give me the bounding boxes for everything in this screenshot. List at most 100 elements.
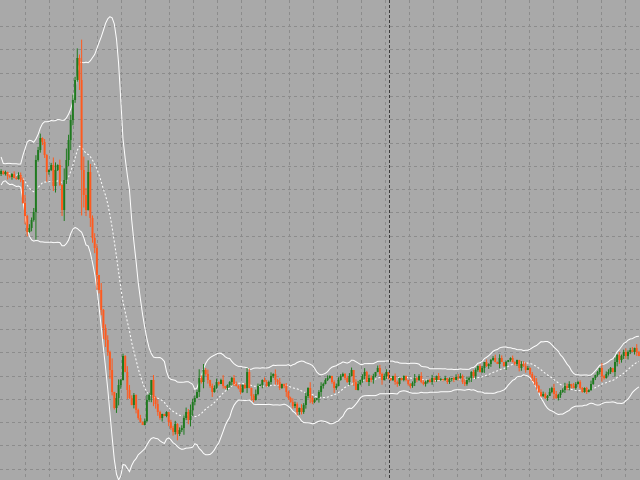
- candle-body: [15, 178, 18, 179]
- candle: [350, 367, 353, 377]
- candle: [34, 155, 37, 240]
- candle-body: [4, 172, 7, 174]
- candle-body: [587, 390, 590, 392]
- candle: [550, 386, 553, 394]
- candle: [156, 399, 159, 416]
- candle: [108, 350, 111, 379]
- candle-body: [119, 380, 122, 385]
- candle-body: [487, 364, 490, 366]
- candle: [485, 359, 488, 367]
- candle-body: [209, 380, 212, 386]
- candle-body: [220, 380, 222, 384]
- candle: [220, 378, 222, 385]
- candle-body: [574, 384, 577, 388]
- candle: [553, 383, 555, 399]
- candle-body: [590, 384, 592, 390]
- candle-body: [437, 376, 440, 380]
- candle: [428, 378, 431, 383]
- candle-body: [581, 388, 584, 392]
- candle-body: [485, 362, 488, 366]
- candle: [241, 384, 244, 393]
- candle-body: [248, 372, 251, 388]
- candle: [472, 369, 475, 379]
- candle-body: [76, 58, 79, 80]
- candle-body: [206, 374, 209, 380]
- candle: [239, 384, 242, 395]
- candle-body: [618, 355, 621, 360]
- candle-body: [178, 430, 181, 434]
- candle-body: [470, 372, 473, 378]
- candle: [95, 243, 98, 290]
- candle: [180, 425, 183, 433]
- candle-body: [113, 392, 116, 408]
- candle-body: [317, 392, 320, 398]
- candle-body: [559, 392, 562, 395]
- candle-body: [522, 364, 525, 366]
- candle-body: [89, 172, 92, 218]
- candle-body: [378, 368, 381, 374]
- candle: [446, 377, 449, 384]
- candle: [259, 383, 262, 387]
- candle: [592, 377, 595, 385]
- candle-body: [17, 175, 20, 179]
- candle: [135, 394, 138, 414]
- candle: [333, 380, 336, 393]
- candle-body: [516, 360, 518, 364]
- candle: [87, 160, 90, 211]
- candle-body: [459, 376, 462, 378]
- candle-body: [461, 376, 464, 382]
- candle: [226, 384, 229, 391]
- candle: [328, 375, 331, 379]
- candle: [359, 379, 362, 386]
- candle: [387, 371, 390, 380]
- candle-body: [331, 376, 333, 382]
- candle-body: [474, 370, 477, 376]
- candle: [468, 376, 471, 383]
- candle-body: [622, 352, 625, 356]
- candle: [561, 388, 564, 393]
- candle: [161, 413, 164, 422]
- candle: [102, 309, 105, 339]
- candle: [187, 409, 190, 425]
- candle: [137, 408, 140, 420]
- candle-body: [283, 384, 286, 386]
- candle-body: [196, 392, 198, 398]
- candle-body: [489, 360, 492, 364]
- candle-body: [104, 328, 107, 340]
- candle-body: [246, 372, 249, 388]
- candle: [611, 367, 614, 373]
- candle: [394, 373, 397, 385]
- candle: [603, 374, 606, 380]
- candle-body: [254, 394, 257, 400]
- candle-body: [428, 380, 431, 382]
- candle: [291, 398, 294, 409]
- candle: [250, 387, 253, 401]
- candle-body: [418, 376, 420, 380]
- candle-body: [148, 395, 151, 400]
- candle: [498, 354, 501, 369]
- candle: [78, 54, 81, 90]
- candle-body: [95, 248, 98, 275]
- candle-body: [52, 165, 55, 186]
- candle: [169, 419, 172, 430]
- candle: [624, 348, 627, 359]
- candle-body: [313, 400, 316, 402]
- candle: [450, 377, 453, 382]
- candle: [555, 390, 558, 399]
- candle-body: [548, 392, 551, 396]
- candle: [32, 207, 35, 222]
- candle: [213, 385, 216, 393]
- candle: [365, 370, 368, 383]
- candle-body: [633, 348, 636, 352]
- candle: [400, 377, 403, 381]
- candle-body: [614, 362, 616, 372]
- candle-body: [396, 382, 399, 384]
- candle: [206, 369, 209, 384]
- candle: [82, 156, 85, 208]
- candle-body: [570, 384, 573, 386]
- candle-body: [350, 370, 353, 376]
- candle-body: [98, 275, 100, 290]
- candle-body: [304, 396, 307, 405]
